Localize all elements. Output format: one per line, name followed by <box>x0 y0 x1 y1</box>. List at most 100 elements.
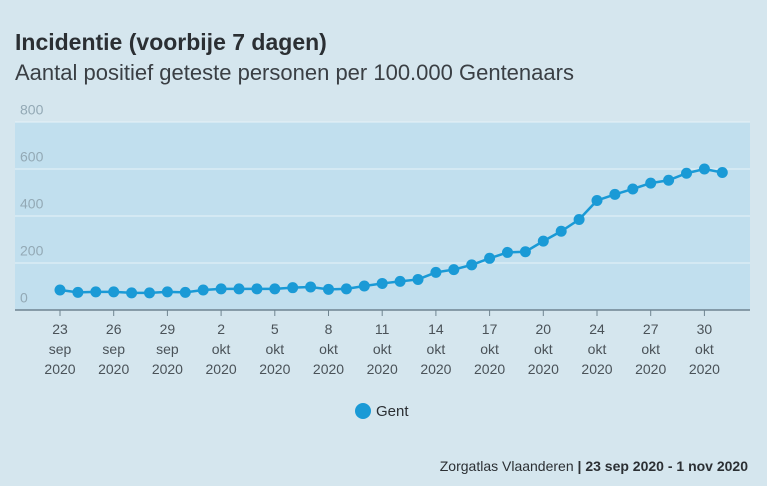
x-tick-label-line: 2020 <box>152 361 183 377</box>
x-tick-label-line: 23 <box>52 321 68 337</box>
data-point <box>305 281 317 293</box>
x-tick-label-line: 2020 <box>581 361 612 377</box>
data-point <box>90 286 102 298</box>
x-tick-label-line: 17 <box>482 321 498 337</box>
x-tick-label-line: 2020 <box>367 361 398 377</box>
footer: Zorgatlas Vlaanderen | 23 sep 2020 - 1 n… <box>440 458 748 474</box>
x-tick-label-line: okt <box>695 341 714 357</box>
data-point <box>215 283 227 295</box>
data-point <box>537 235 549 247</box>
y-tick-label: 800 <box>20 102 44 118</box>
footer-range: 23 sep 2020 - 1 nov 2020 <box>585 458 748 474</box>
data-point <box>591 194 603 206</box>
data-point <box>466 259 478 271</box>
data-point <box>716 167 728 179</box>
x-tick-label-line: 2020 <box>635 361 666 377</box>
data-point <box>251 283 263 295</box>
x-tick-label: 20 okt 2020 <box>528 321 559 377</box>
x-tick-label-line: sep <box>156 341 179 357</box>
x-tick-label-line: 2020 <box>259 361 290 377</box>
x-tick-label: 27 okt 2020 <box>635 321 666 377</box>
data-point <box>72 286 84 298</box>
x-tick-label-line: okt <box>373 341 392 357</box>
data-point <box>681 167 692 179</box>
data-point <box>448 264 460 276</box>
y-tick-label: 0 <box>20 290 28 306</box>
data-point <box>430 266 442 278</box>
legend-label: Gent <box>376 403 409 420</box>
data-point <box>555 225 567 237</box>
x-tick-label: 14 okt 2020 <box>420 321 451 377</box>
data-point <box>573 214 585 226</box>
x-tick-label-line: okt <box>265 341 284 357</box>
x-tick-label-line: okt <box>212 341 231 357</box>
chart-title: Incidentie (voorbije 7 dagen) <box>15 29 327 55</box>
x-tick-label-line: okt <box>319 341 338 357</box>
data-point <box>609 188 621 200</box>
x-tick-label-line: 2020 <box>206 361 237 377</box>
y-tick-label: 400 <box>20 196 44 212</box>
x-tick-label: 17 okt 2020 <box>474 321 505 377</box>
data-point <box>394 275 406 287</box>
x-tick-label-line: okt <box>480 341 499 357</box>
data-point <box>340 283 352 295</box>
x-tick-label-line: 2020 <box>44 361 75 377</box>
x-tick-label: 30 okt 2020 <box>689 321 720 377</box>
x-tick-label: 8 okt 2020 <box>313 321 344 377</box>
data-point <box>179 286 191 298</box>
data-point <box>233 283 245 295</box>
x-tick-label: 24 okt 2020 <box>581 321 612 377</box>
y-tick-label: 600 <box>20 149 44 165</box>
data-point <box>663 174 675 186</box>
x-tick-label-line: 14 <box>428 321 444 337</box>
x-tick-label-line: 2020 <box>313 361 344 377</box>
data-point <box>698 163 710 175</box>
x-tick-label-line: okt <box>641 341 660 357</box>
data-point <box>627 183 639 195</box>
legend-swatch <box>355 403 371 419</box>
y-tick-label: 200 <box>20 243 44 259</box>
x-tick-label-line: sep <box>102 341 125 357</box>
data-point <box>144 287 155 299</box>
footer-source: Zorgatlas Vlaanderen <box>440 458 574 474</box>
x-tick-label: 2 okt 2020 <box>206 321 237 377</box>
footer-separator: | <box>578 458 582 474</box>
x-tick-label-line: 2020 <box>98 361 129 377</box>
x-tick-label-line: 20 <box>536 321 552 337</box>
data-point <box>108 286 120 298</box>
data-point <box>645 177 657 189</box>
x-tick-label-line: 8 <box>325 321 333 337</box>
data-point <box>376 277 388 289</box>
x-tick-label-line: 11 <box>375 321 390 337</box>
data-point <box>269 283 281 295</box>
x-tick-label: 26 sep 2020 <box>98 321 129 377</box>
chart-subtitle: Aantal positief geteste personen per 100… <box>15 60 574 85</box>
x-tick-label-line: 24 <box>589 321 605 337</box>
x-tick-label: 5 okt 2020 <box>259 321 290 377</box>
x-tick-label-line: 30 <box>697 321 713 337</box>
data-point <box>126 287 138 299</box>
x-tick-label-line: okt <box>427 341 446 357</box>
x-tick-label-line: 5 <box>271 321 279 337</box>
x-tick-label: 23 sep 2020 <box>44 321 75 377</box>
data-point <box>412 273 424 285</box>
x-tick-label-line: 2020 <box>689 361 720 377</box>
x-tick-label-line: 2020 <box>474 361 505 377</box>
x-tick-label-line: 2020 <box>420 361 451 377</box>
x-tick-label-line: okt <box>534 341 553 357</box>
x-tick-label-line: 29 <box>160 321 176 337</box>
x-tick-label-line: 2020 <box>528 361 559 377</box>
x-tick-label-line: 27 <box>643 321 659 337</box>
data-point <box>197 284 209 296</box>
x-tick-label: 11 okt 2020 <box>367 321 398 377</box>
data-point <box>323 283 334 295</box>
data-point <box>502 246 513 258</box>
data-point <box>287 282 299 294</box>
data-point <box>161 286 173 298</box>
data-point <box>54 284 66 296</box>
data-point <box>484 252 496 264</box>
x-tick-label-line: 26 <box>106 321 122 337</box>
data-point <box>358 280 370 292</box>
data-point <box>519 246 531 258</box>
